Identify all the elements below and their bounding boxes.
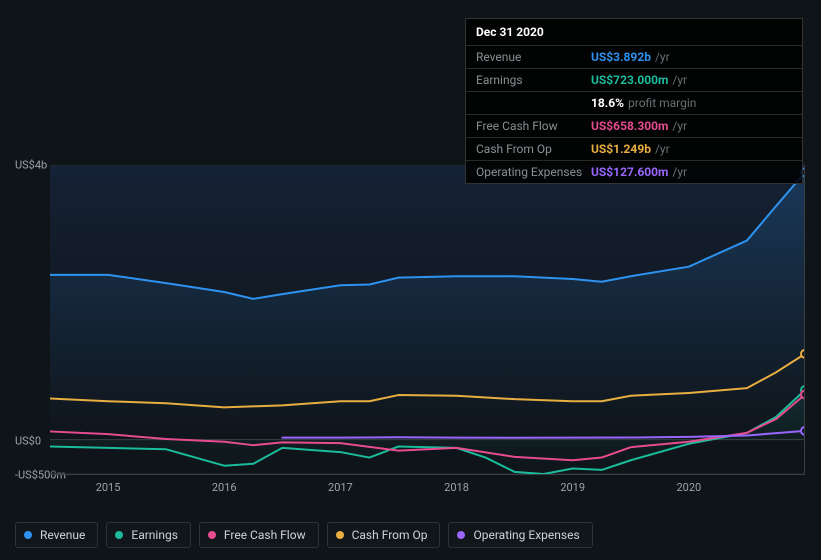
tooltip-row: Operating ExpensesUS$127.600m/yr xyxy=(466,160,802,183)
y-axis-label: US$4b xyxy=(15,159,47,172)
legend-item-earnings[interactable]: Earnings xyxy=(106,522,191,548)
x-axis-label: 2020 xyxy=(676,481,701,494)
tooltip-row: 18.6%profit margin xyxy=(466,91,802,114)
tooltip-row-label: Revenue xyxy=(476,49,591,65)
tooltip-row-unit: /yr xyxy=(672,164,687,180)
legend-item-label: Revenue xyxy=(40,528,85,542)
legend-dot-icon xyxy=(336,531,344,539)
tooltip-row-value: US$1.249b xyxy=(591,141,651,157)
x-axis-label: 2016 xyxy=(212,481,237,494)
tooltip-row-unit: /yr xyxy=(672,72,687,88)
legend-item-revenue[interactable]: Revenue xyxy=(15,522,98,548)
x-axis-label: 2015 xyxy=(96,481,121,494)
y-axis-label: US$0 xyxy=(15,434,41,447)
legend-item-label: Operating Expenses xyxy=(473,528,579,542)
legend-dot-icon xyxy=(457,531,465,539)
legend-item-free-cash-flow[interactable]: Free Cash Flow xyxy=(199,522,319,548)
tooltip-row-label: Earnings xyxy=(476,72,591,88)
tooltip-row-label: Operating Expenses xyxy=(476,164,591,180)
legend-dot-icon xyxy=(208,531,216,539)
chart-plot[interactable] xyxy=(50,165,805,475)
tooltip-row: EarningsUS$723.000m/yr xyxy=(466,68,802,91)
tooltip-row-unit: /yr xyxy=(672,118,687,134)
tooltip-date: Dec 31 2020 xyxy=(466,19,802,45)
chart-tooltip: Dec 31 2020 RevenueUS$3.892b/yrEarningsU… xyxy=(465,18,803,184)
x-axis-label: 2018 xyxy=(444,481,469,494)
tooltip-row-value: US$3.892b xyxy=(591,49,651,65)
tooltip-row: RevenueUS$3.892b/yr xyxy=(466,45,802,68)
tooltip-row: Cash From OpUS$1.249b/yr xyxy=(466,137,802,160)
x-axis-label: 2017 xyxy=(328,481,353,494)
tooltip-row-unit: /yr xyxy=(655,49,670,65)
tooltip-row-label: Free Cash Flow xyxy=(476,118,591,134)
tooltip-row-unit: profit margin xyxy=(628,95,696,111)
tooltip-row-value: US$723.000m xyxy=(591,72,668,88)
legend-dot-icon xyxy=(115,531,123,539)
legend-item-label: Free Cash Flow xyxy=(224,528,306,542)
legend-dot-icon xyxy=(24,531,32,539)
chart-area: US$4bUS$0-US$500m 2015201620172018201920… xyxy=(15,155,805,505)
legend-item-label: Earnings xyxy=(131,528,178,542)
tooltip-row-unit: /yr xyxy=(655,141,670,157)
tooltip-row-value: US$127.600m xyxy=(591,164,668,180)
legend: Revenue Earnings Free Cash Flow Cash From O… xyxy=(15,522,593,548)
chart-container: Dec 31 2020 RevenueUS$3.892b/yrEarningsU… xyxy=(0,0,821,560)
legend-item-label: Cash From Op xyxy=(352,528,428,542)
x-axis-label: 2019 xyxy=(560,481,585,494)
legend-item-operating-expenses[interactable]: Operating Expenses xyxy=(448,522,592,548)
tooltip-row-value: US$658.300m xyxy=(591,118,668,134)
tooltip-row-label xyxy=(476,95,591,111)
tooltip-row-value: 18.6% xyxy=(591,95,624,111)
tooltip-row: Free Cash FlowUS$658.300m/yr xyxy=(466,114,802,137)
tooltip-row-label: Cash From Op xyxy=(476,141,591,157)
legend-item-cash-from-op[interactable]: Cash From Op xyxy=(327,522,441,548)
